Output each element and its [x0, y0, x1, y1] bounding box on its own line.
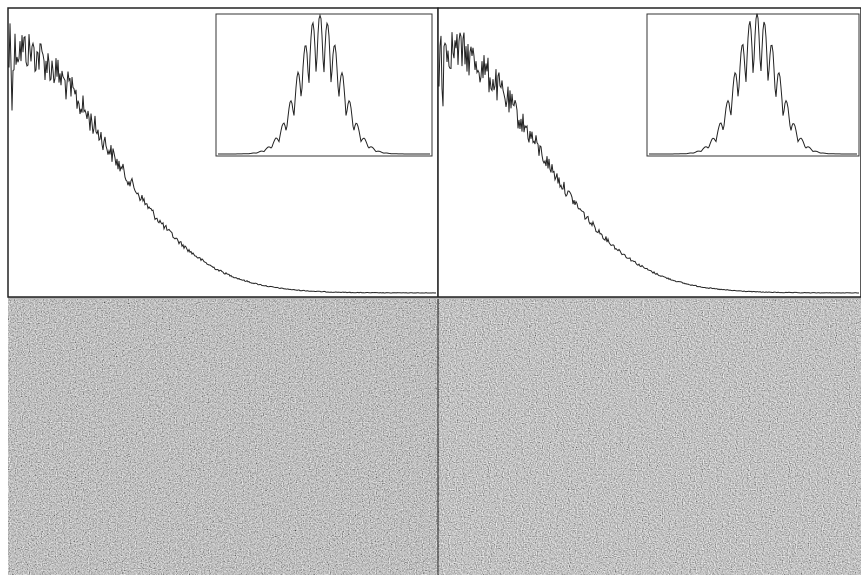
right-curve	[438, 32, 859, 294]
left-noise-image	[8, 299, 438, 575]
right-noise-image	[438, 299, 861, 575]
left-inset-panel	[215, 13, 433, 157]
right-inset-panel	[646, 13, 860, 157]
left-curve	[8, 23, 437, 294]
left-inset-curve	[218, 13, 430, 155]
right-inset-curve	[649, 13, 857, 155]
